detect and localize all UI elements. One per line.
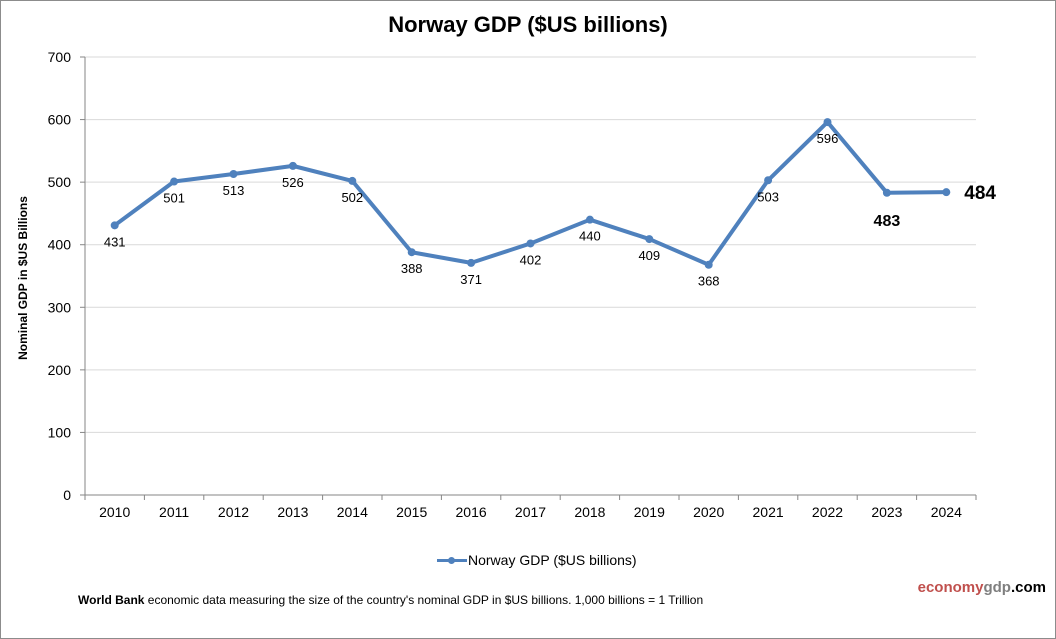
y-tick-label: 700	[48, 49, 72, 65]
y-tick-label: 600	[48, 112, 72, 128]
data-label: 596	[817, 131, 839, 146]
source-description: economic data measuring the size of the …	[144, 593, 704, 607]
data-label: 502	[341, 190, 363, 205]
x-tick-label: 2021	[753, 504, 784, 520]
legend-line-marker-icon	[437, 554, 467, 566]
data-point	[526, 239, 535, 248]
data-point	[407, 248, 416, 257]
y-tick-label: 400	[48, 237, 72, 253]
data-point	[882, 188, 891, 197]
data-label: 513	[223, 183, 245, 198]
x-tick-label: 2023	[871, 504, 902, 520]
x-tick-label: 2019	[634, 504, 665, 520]
x-tick-label: 2020	[693, 504, 724, 520]
data-point	[348, 176, 357, 185]
data-label: 503	[757, 189, 779, 204]
data-point	[288, 161, 297, 170]
data-label: 526	[282, 175, 304, 190]
data-point	[585, 215, 594, 224]
x-tick-label: 2011	[159, 504, 189, 520]
brand-part-com: .com	[1010, 579, 1046, 596]
x-tick-label: 2015	[396, 504, 427, 520]
data-label: 409	[638, 248, 660, 263]
data-point	[170, 177, 179, 186]
x-tick-label: 2018	[574, 504, 605, 520]
data-label: 388	[401, 261, 423, 276]
brand-part-economy: economy	[917, 579, 984, 596]
brand-part-gdp: gdp	[983, 579, 1011, 596]
data-label: 484	[964, 183, 996, 204]
data-point	[645, 235, 654, 244]
x-tick-label: 2022	[812, 504, 843, 520]
x-tick-label: 2017	[515, 504, 546, 520]
data-label: 371	[460, 272, 482, 287]
y-tick-label: 200	[48, 362, 72, 378]
legend[interactable]: Norway GDP ($US billions)	[437, 550, 637, 570]
x-tick-label: 2016	[456, 504, 487, 520]
data-point	[764, 176, 773, 185]
data-point	[229, 170, 238, 179]
data-label: 483	[874, 213, 901, 230]
data-label: 368	[698, 274, 720, 289]
y-tick-label: 100	[48, 424, 72, 440]
data-point	[942, 188, 951, 197]
data-label: 402	[520, 252, 542, 267]
chart-title: Norway GDP ($US billions)	[388, 12, 668, 37]
x-tick-label: 2014	[337, 504, 368, 520]
x-tick-label: 2024	[931, 504, 962, 520]
data-label: 431	[104, 234, 126, 249]
data-point	[110, 221, 119, 230]
source-name: World Bank	[78, 593, 145, 607]
data-point	[823, 118, 832, 127]
data-label: 440	[579, 229, 601, 244]
y-tick-label: 500	[48, 174, 72, 190]
data-label: 501	[163, 191, 185, 206]
legend-label: Norway GDP ($US billions)	[468, 552, 637, 568]
y-tick-label: 300	[48, 299, 72, 315]
source-note: World Bank economic data measuring the s…	[78, 593, 703, 607]
y-tick-label: 0	[63, 487, 71, 503]
x-tick-label: 2012	[218, 504, 249, 520]
brand-logo[interactable]: economygdp.com	[918, 579, 1046, 596]
x-tick-label: 2013	[277, 504, 308, 520]
data-point	[467, 258, 476, 267]
x-tick-label: 2010	[99, 504, 130, 520]
data-point	[704, 260, 713, 269]
